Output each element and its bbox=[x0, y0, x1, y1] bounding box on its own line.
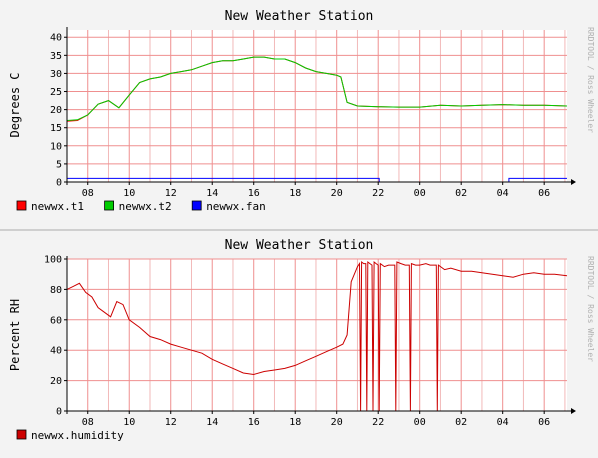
x-axis-arrow bbox=[571, 179, 576, 185]
y-tick-label: 40 bbox=[50, 346, 62, 357]
chart-title: New Weather Station bbox=[225, 9, 374, 24]
x-tick-label: 06 bbox=[538, 188, 550, 199]
y-tick-label: 40 bbox=[50, 33, 62, 44]
legend-label: newwx.fan bbox=[206, 200, 266, 213]
legend-swatch bbox=[104, 200, 114, 211]
y-tick-label: 20 bbox=[50, 105, 62, 116]
x-tick-label: 10 bbox=[123, 188, 135, 199]
x-tick-label: 12 bbox=[165, 188, 177, 199]
x-tick-label: 08 bbox=[82, 417, 94, 428]
x-tick-label: 10 bbox=[123, 417, 135, 428]
x-tick-label: 04 bbox=[497, 188, 509, 199]
x-tick-label: 22 bbox=[372, 417, 384, 428]
legend-label: newwx.t1 bbox=[31, 200, 84, 213]
y-axis-label: Degrees C bbox=[8, 72, 22, 137]
y-tick-label: 100 bbox=[44, 255, 62, 266]
x-tick-label: 18 bbox=[289, 417, 301, 428]
x-tick-label: 12 bbox=[165, 417, 177, 428]
legend-item: newwx.fan bbox=[191, 200, 266, 213]
chart-title: New Weather Station bbox=[225, 238, 374, 253]
y-tick-label: 20 bbox=[50, 376, 62, 387]
plot-background bbox=[67, 259, 567, 411]
x-tick-label: 20 bbox=[331, 188, 343, 199]
x-tick-label: 00 bbox=[414, 417, 426, 428]
y-tick-label: 5 bbox=[56, 159, 62, 170]
x-tick-label: 16 bbox=[248, 188, 260, 199]
plot-area: 0 20 40 60 80 100 08 10 12 14 16 18 20 22 00 02 04 06 bbox=[44, 255, 576, 428]
temperature-chart: New Weather Station Degrees C RRDTOOL / … bbox=[8, 9, 595, 213]
x-tick-label: 18 bbox=[289, 188, 301, 199]
y-tick-label: 80 bbox=[50, 285, 62, 296]
legend-item: newwx.t2 bbox=[104, 200, 172, 213]
legend: newwx.t1 newwx.t2 newwx.fan bbox=[16, 200, 266, 213]
y-axis-label: Percent RH bbox=[8, 299, 22, 371]
legend: newwx.humidity bbox=[16, 429, 124, 442]
legend-label: newwx.humidity bbox=[31, 429, 124, 442]
panel-separator bbox=[0, 229, 598, 231]
x-tick-label: 08 bbox=[82, 188, 94, 199]
x-tick-label: 22 bbox=[372, 188, 384, 199]
series-line-newwx-t2 bbox=[66, 56, 568, 121]
y-tick-label: 25 bbox=[50, 87, 62, 98]
legend-label: newwx.t2 bbox=[119, 200, 172, 213]
legend-swatch bbox=[16, 200, 27, 211]
y-tick-label: 60 bbox=[50, 315, 62, 326]
humidity-chart: New Weather Station Percent RH RRDTOOL /… bbox=[0, 229, 598, 458]
y-tick-label: 0 bbox=[56, 407, 62, 418]
x-tick-label: 04 bbox=[497, 417, 509, 428]
plot-background bbox=[67, 30, 567, 182]
x-tick-label: 14 bbox=[206, 188, 218, 199]
y-tick-label: 10 bbox=[50, 141, 62, 152]
x-axis-arrow bbox=[571, 408, 576, 414]
credit-text: RRDTOOL / Ross Wheeler bbox=[586, 27, 595, 133]
legend-swatch bbox=[16, 429, 27, 440]
x-tick-label: 14 bbox=[206, 417, 218, 428]
y-tick-label: 35 bbox=[50, 51, 62, 62]
x-tick-label: 20 bbox=[331, 417, 343, 428]
legend-swatch bbox=[191, 200, 202, 211]
x-tick-label: 02 bbox=[455, 417, 467, 428]
y-tick-label: 30 bbox=[50, 69, 62, 80]
y-tick-label: 0 bbox=[56, 178, 62, 189]
legend-item: newwx.humidity bbox=[16, 429, 124, 442]
x-tick-label: 02 bbox=[455, 188, 467, 199]
x-tick-label: 16 bbox=[248, 417, 260, 428]
x-tick-label: 06 bbox=[538, 417, 550, 428]
legend-item: newwx.t1 bbox=[16, 200, 84, 213]
y-tick-label: 15 bbox=[50, 123, 62, 134]
x-tick-label: 00 bbox=[414, 188, 426, 199]
credit-text: RRDTOOL / Ross Wheeler bbox=[586, 256, 595, 362]
plot-area: 0 5 10 15 20 25 30 35 40 08 10 12 14 16 18 20 22 00 02 04 06 bbox=[50, 27, 576, 199]
